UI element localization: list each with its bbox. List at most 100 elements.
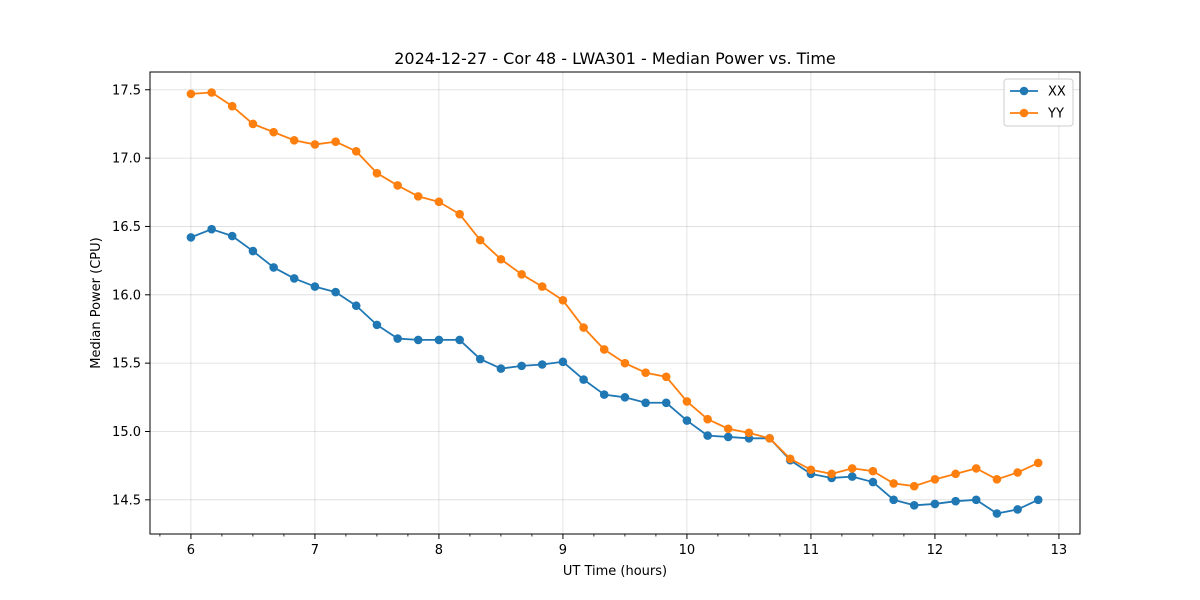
y-tick-label: 17.5	[112, 83, 141, 98]
data-point-yy	[765, 434, 774, 443]
legend-label-yy: YY	[1047, 107, 1064, 122]
data-point-xx	[992, 509, 1002, 518]
data-point-xx	[413, 335, 423, 345]
data-point-yy	[372, 168, 382, 178]
data-point-xx	[909, 501, 919, 510]
y-tick-label: 15.5	[112, 357, 141, 372]
data-point-yy	[599, 345, 609, 354]
x-tick-label: 13	[1051, 543, 1068, 558]
y-tick-label: 16.0	[112, 288, 141, 303]
x-axis-label: UT Time (hours)	[563, 564, 667, 579]
y-tick-label: 17.0	[112, 152, 141, 167]
data-point-yy	[661, 372, 671, 382]
y-tick-label: 15.0	[112, 425, 141, 440]
legend: XX YY	[1003, 78, 1074, 127]
data-point-xx	[310, 282, 320, 291]
data-point-yy	[723, 424, 733, 434]
data-point-yy	[703, 414, 712, 424]
data-point-yy	[1033, 458, 1043, 468]
data-point-xx	[269, 263, 278, 272]
data-point-xx	[331, 287, 340, 297]
data-point-xx	[889, 495, 898, 505]
data-point-xx	[537, 360, 547, 369]
data-point-yy	[186, 89, 196, 99]
data-point-yy	[806, 465, 816, 475]
data-point-yy	[496, 254, 506, 264]
data-point-yy	[827, 469, 836, 479]
data-point-yy	[992, 475, 1002, 484]
x-tick-label: 7	[311, 543, 319, 558]
legend-marker-xx	[1019, 86, 1029, 96]
data-point-yy	[909, 481, 919, 491]
plot-frame	[149, 71, 1081, 535]
series-layer	[186, 88, 1043, 518]
data-point-xx	[1033, 495, 1043, 505]
y-axis-label: Median Power (CPU)	[89, 237, 104, 368]
data-point-xx	[951, 496, 960, 506]
data-point-xx	[847, 472, 857, 481]
data-point-yy	[868, 466, 878, 476]
data-point-xx	[289, 274, 299, 283]
data-point-xx	[475, 354, 485, 364]
data-point-yy	[455, 209, 464, 219]
data-point-yy	[641, 368, 650, 378]
data-point-xx	[682, 416, 692, 425]
data-point-yy	[248, 119, 258, 129]
data-point-xx	[1013, 505, 1022, 514]
data-point-yy	[682, 397, 692, 406]
x-tick-label: 12	[927, 543, 944, 558]
data-point-yy	[475, 235, 485, 245]
data-point-xx	[579, 375, 588, 384]
data-point-yy	[393, 181, 402, 190]
legend-marker-yy	[1019, 108, 1029, 118]
x-tick-label: 11	[803, 543, 820, 558]
y-tick-label: 14.5	[112, 493, 141, 508]
data-point-xx	[372, 320, 382, 330]
data-point-yy	[413, 192, 423, 201]
data-point-yy	[620, 358, 630, 368]
data-point-yy	[951, 469, 960, 479]
data-point-xx	[351, 301, 361, 311]
x-tick-label: 9	[559, 543, 567, 558]
data-point-xx	[930, 499, 940, 509]
data-point-yy	[1013, 468, 1022, 477]
data-point-yy	[847, 464, 857, 473]
legend-label-xx: XX	[1048, 85, 1066, 100]
data-point-yy	[889, 479, 898, 488]
data-point-xx	[186, 233, 196, 242]
chart-title: 2024-12-27 - Cor 48 - LWA301 - Median Po…	[394, 49, 836, 68]
data-point-xx	[517, 361, 526, 371]
data-point-yy	[517, 270, 526, 279]
data-point-xx	[703, 431, 712, 440]
data-point-xx	[641, 398, 650, 408]
data-point-yy	[310, 140, 320, 149]
data-point-xx	[558, 357, 568, 367]
data-point-yy	[434, 197, 444, 207]
data-point-yy	[971, 464, 981, 473]
axis-ticks: 6 7 8 9 10 11 12 13 14.5 15.0 15.5 16.0 16.5 17.0 17.5	[112, 83, 1067, 558]
data-point-xx	[227, 231, 237, 241]
data-point-yy	[930, 475, 940, 484]
data-point-xx	[599, 390, 609, 399]
data-point-yy	[537, 282, 547, 291]
data-point-xx	[496, 364, 506, 373]
data-point-yy	[331, 137, 340, 147]
x-tick-label: 10	[679, 543, 696, 558]
data-point-yy	[227, 101, 237, 111]
data-point-xx	[393, 334, 402, 343]
data-point-yy	[269, 127, 278, 137]
data-point-yy	[558, 295, 568, 305]
data-point-yy	[785, 454, 795, 464]
data-point-xx	[434, 335, 444, 345]
data-point-xx	[248, 246, 258, 256]
grid	[150, 72, 1080, 534]
data-point-xx	[971, 495, 981, 505]
data-point-xx	[661, 398, 671, 408]
x-tick-label: 6	[187, 543, 195, 558]
data-point-yy	[744, 428, 754, 438]
data-point-xx	[620, 393, 630, 402]
data-point-xx	[455, 335, 464, 345]
data-point-xx	[868, 477, 878, 487]
